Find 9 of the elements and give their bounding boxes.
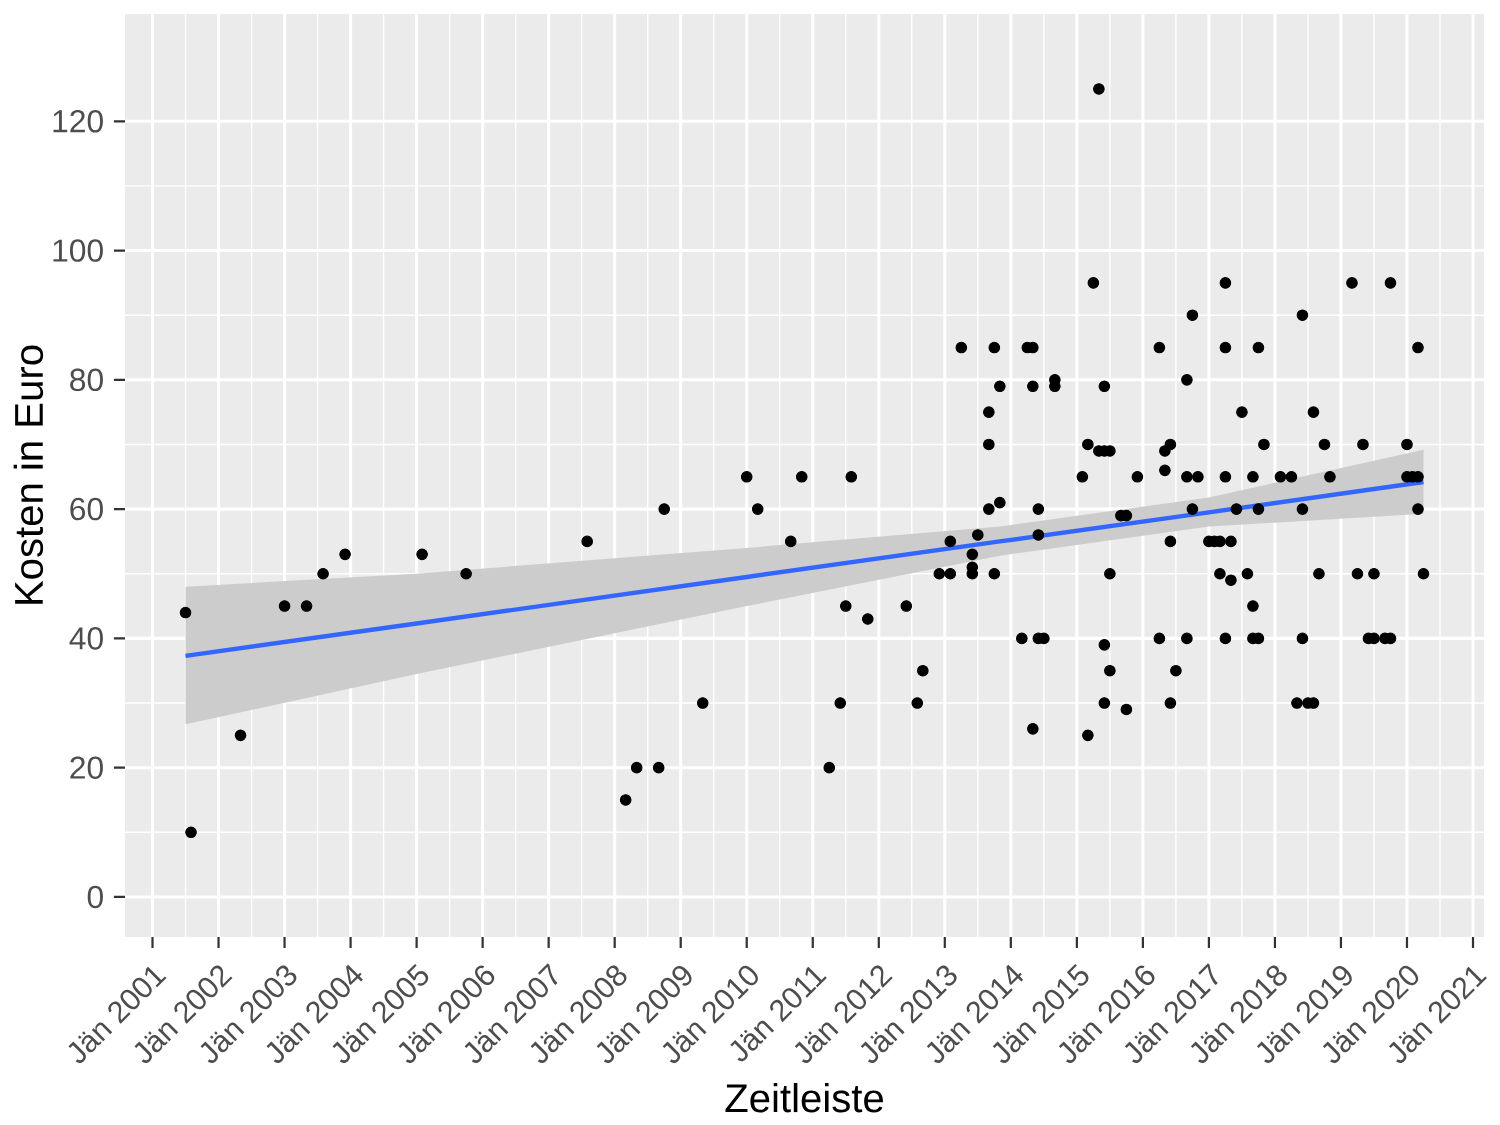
y-tick-label: 80 (70, 368, 103, 392)
y-tick-label: 100 (53, 239, 103, 262)
y-axis-title: Kosten in Euro (13, 345, 44, 604)
y-tick-label: 20 (70, 756, 103, 779)
y-tick-label: 0 (87, 885, 103, 909)
x-axis-title: Zeitleiste (725, 1083, 883, 1113)
y-tick-label: 40 (69, 627, 103, 650)
y-tick-label: 120 (53, 110, 103, 133)
y-tick-label: 60 (70, 497, 103, 521)
